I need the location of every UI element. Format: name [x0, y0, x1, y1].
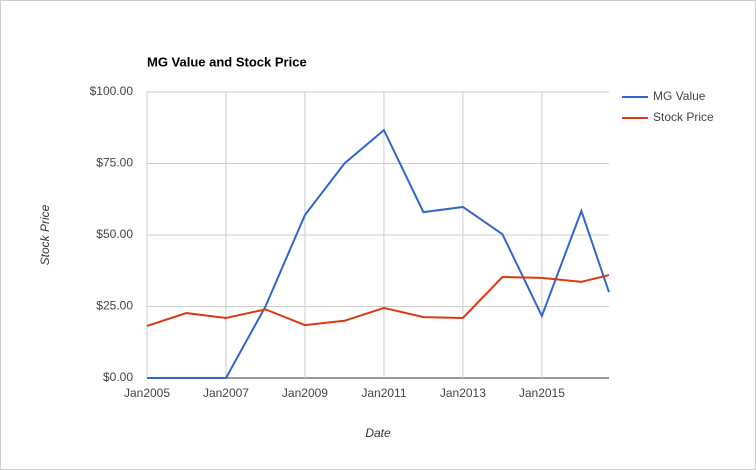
legend-label: MG Value [653, 89, 706, 103]
y-tick-label: $0.00 [103, 370, 133, 384]
legend-label: Stock Price [653, 110, 714, 124]
series-line [147, 128, 610, 379]
series-line [146, 274, 610, 327]
x-tick-label: Jan2013 [440, 386, 486, 400]
x-tick-label: Jan2005 [124, 386, 170, 400]
x-tick-label: Jan2011 [361, 386, 406, 400]
y-tick-label: $25.00 [96, 299, 133, 313]
y-axis-title: Stock Price [38, 204, 52, 265]
x-axis-title: Date [365, 426, 391, 440]
x-tick-label: Jan2015 [519, 386, 565, 400]
chart-title: MG Value and Stock Price [147, 54, 307, 69]
y-tick-label: $50.00 [96, 227, 133, 241]
x-tick-label: Jan2009 [282, 386, 328, 400]
y-tick-label: $75.00 [96, 156, 133, 170]
y-tick-label: $100.00 [90, 84, 134, 98]
x-tick-label: Jan2007 [203, 386, 249, 400]
